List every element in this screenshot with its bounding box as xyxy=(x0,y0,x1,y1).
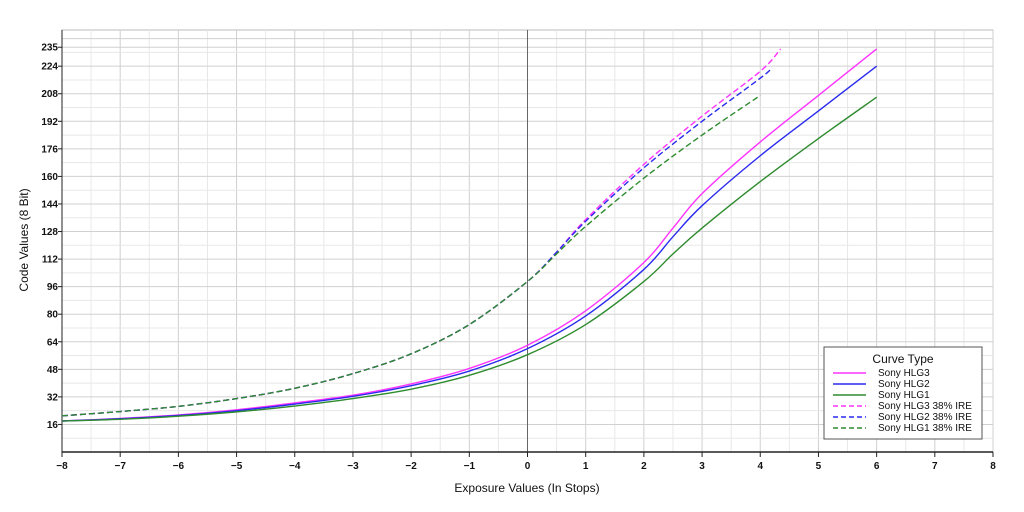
legend-label: Sony HLG1 xyxy=(878,390,930,401)
x-tick-label: 0 xyxy=(525,461,531,472)
x-tick-label: 7 xyxy=(932,461,938,472)
y-tick-label: 224 xyxy=(41,62,58,73)
x-tick-label: 2 xyxy=(641,461,647,472)
legend-label: Sony HLG3 xyxy=(878,368,930,379)
x-tick-label: −7 xyxy=(114,461,126,472)
series-line-sony-hlg1-38-ire xyxy=(61,94,761,417)
y-tick-label: 128 xyxy=(41,227,58,238)
x-tick-label: 5 xyxy=(816,461,822,472)
series-line-sony-hlg1 xyxy=(61,96,878,422)
y-tick-label: 64 xyxy=(47,337,59,348)
y-axis-title: Code Values (8 Bit) xyxy=(17,188,31,291)
y-tick-label: 144 xyxy=(41,199,58,210)
y-tick-label: 16 xyxy=(47,420,59,431)
legend-title: Curve Type xyxy=(872,352,933,366)
legend-label: Sony HLG1 38% IRE xyxy=(878,423,972,434)
y-tick-label: 32 xyxy=(47,392,59,403)
x-tick-label: 1 xyxy=(583,461,589,472)
tick-labels: −8 −7 −6 −5 −4 −3 −2 −1 0 1 2 3 4 5 6 7 8 16 32 48 64 80 96 112… xyxy=(41,43,996,472)
x-tick-label: 4 xyxy=(757,461,763,472)
series-line-sony-hlg3 xyxy=(61,48,878,422)
y-tick-label: 176 xyxy=(41,144,58,155)
x-tick-label: −3 xyxy=(347,461,359,472)
y-tick-label: 80 xyxy=(47,310,59,321)
legend-box xyxy=(823,346,983,440)
x-tick-label: 3 xyxy=(699,461,705,472)
x-tick-label: 8 xyxy=(990,461,996,472)
axes xyxy=(58,30,994,457)
plot-series xyxy=(61,48,878,422)
y-tick-label: 208 xyxy=(41,89,58,100)
x-tick-label: −8 xyxy=(56,461,68,472)
legend-label: Sony HLG2 38% IRE xyxy=(878,412,972,423)
legend-label: Sony HLG2 xyxy=(878,379,930,390)
legend-label: Sony HLG3 38% IRE xyxy=(878,401,972,412)
y-tick-label: 160 xyxy=(41,172,58,183)
y-tick-label: 112 xyxy=(42,255,59,266)
x-tick-label: −5 xyxy=(231,461,243,472)
x-tick-label: −1 xyxy=(464,461,476,472)
y-tick-label: 48 xyxy=(47,365,59,376)
y-tick-label: 192 xyxy=(41,117,58,128)
x-tick-label: −4 xyxy=(289,461,301,472)
x-axis-title: Exposure Values (In Stops) xyxy=(454,481,599,495)
y-tick-label: 96 xyxy=(47,282,59,293)
series-line-sony-hlg2 xyxy=(61,65,878,422)
y-tick-label: 235 xyxy=(41,43,58,54)
x-tick-label: −2 xyxy=(405,461,417,472)
x-tick-label: 6 xyxy=(874,461,880,472)
x-tick-label: −6 xyxy=(173,461,185,472)
